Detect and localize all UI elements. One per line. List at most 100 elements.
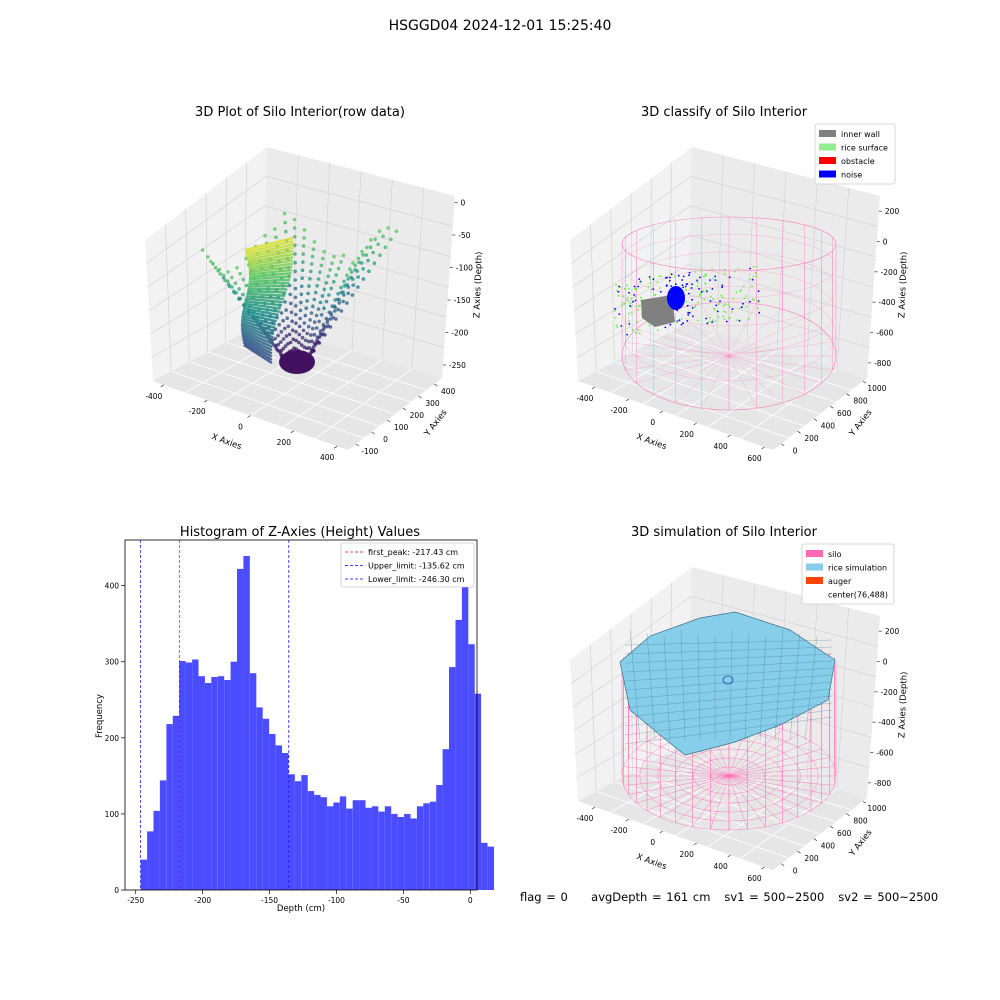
x-tick-label: -250 <box>127 896 144 905</box>
data-point <box>637 328 639 331</box>
data-point <box>697 301 699 304</box>
silo-wire <box>621 269 837 354</box>
y-tick-label: 200 <box>105 734 120 743</box>
data-point <box>230 275 234 280</box>
chart-title: 3D simulation of Silo Interior <box>631 525 818 540</box>
z-axis-label: Z Axies (Depth) <box>897 251 909 318</box>
histogram-bar <box>275 745 283 890</box>
data-point <box>686 304 689 307</box>
data-point <box>314 313 319 318</box>
data-point <box>669 276 671 279</box>
x-tick-label: 400 <box>713 442 728 451</box>
data-point <box>243 343 273 365</box>
data-point <box>658 275 660 278</box>
data-point <box>634 299 637 302</box>
histogram-bar <box>256 707 263 890</box>
rice-surface <box>619 611 836 756</box>
data-point <box>650 288 653 291</box>
data-point <box>682 275 685 278</box>
silo-wire <box>728 341 833 357</box>
data-point <box>248 275 291 281</box>
histogram-bar <box>282 753 289 890</box>
data-point <box>319 263 324 268</box>
data-point <box>724 303 726 306</box>
data-point <box>652 288 655 290</box>
data-point <box>714 275 717 278</box>
data-point <box>658 287 661 289</box>
legend-box <box>814 123 896 185</box>
data-point <box>621 301 624 304</box>
data-point <box>337 301 342 305</box>
data-point <box>735 291 738 294</box>
histogram-bar <box>192 659 199 890</box>
legend-label: Upper_limit: -135.62 cm <box>368 562 465 571</box>
pane-floor <box>578 743 867 870</box>
data-point <box>715 304 718 307</box>
data-point <box>299 292 304 297</box>
data-point <box>676 321 679 324</box>
y-tick-label: 200 <box>804 434 819 443</box>
mesh-line <box>697 632 701 741</box>
mesh-line <box>624 695 833 718</box>
data-point <box>309 269 313 274</box>
data-point <box>317 335 322 340</box>
z-tick-label: -600 <box>876 749 893 758</box>
data-point <box>245 295 285 301</box>
data-point <box>723 272 726 275</box>
data-point <box>361 277 366 281</box>
data-point <box>283 344 288 348</box>
x-tick-label: -400 <box>576 394 593 403</box>
data-point <box>752 265 755 268</box>
legend-label: obstacle <box>841 157 875 166</box>
data-point <box>756 265 758 268</box>
data-point <box>654 294 656 296</box>
z-axis-label: Z Axies (Depth) <box>897 671 909 738</box>
x-tick <box>625 818 630 822</box>
data-point <box>294 338 298 343</box>
data-point <box>333 309 337 313</box>
histogram-bar <box>436 785 443 890</box>
data-point <box>327 293 331 297</box>
data-point <box>245 297 284 304</box>
histogram-bar <box>262 718 270 890</box>
histogram-bar <box>442 749 450 890</box>
data-point <box>721 286 723 289</box>
grid-line <box>147 205 451 288</box>
data-point <box>284 334 289 338</box>
data-point <box>303 313 308 318</box>
x-tick-label: 0 <box>238 423 243 432</box>
histogram-bar <box>455 619 462 890</box>
data-point <box>698 288 700 290</box>
data-point <box>701 290 703 293</box>
raw-data-plot: 3D Plot of Silo Interior(row data) -400 -2… <box>145 105 485 462</box>
y-tick <box>402 407 407 411</box>
x-tick <box>659 410 663 414</box>
data-point <box>696 285 699 288</box>
data-point <box>685 301 687 303</box>
data-point <box>240 319 275 333</box>
data-point <box>293 260 297 265</box>
data-point <box>244 283 249 288</box>
data-point <box>703 298 705 301</box>
data-point <box>293 278 298 282</box>
histogram-bar <box>365 807 372 890</box>
data-point <box>322 287 327 292</box>
data-point <box>745 305 748 308</box>
data-point <box>316 277 321 281</box>
data-point <box>711 288 714 290</box>
data-point <box>283 326 287 331</box>
silo-wire <box>625 341 730 357</box>
y-tick-label: 600 <box>837 829 852 838</box>
data-point <box>621 304 623 307</box>
x-tick-label: -200 <box>189 407 206 416</box>
histogram-bar <box>230 661 238 890</box>
auger-marker <box>722 675 734 685</box>
z-tick-label: -200 <box>881 688 898 697</box>
data-point <box>626 333 628 336</box>
silo-wire <box>728 355 833 371</box>
data-point <box>633 288 636 290</box>
data-point <box>324 299 329 304</box>
legend-label: silo <box>828 550 842 559</box>
data-point <box>310 254 315 259</box>
data-point <box>738 307 741 310</box>
